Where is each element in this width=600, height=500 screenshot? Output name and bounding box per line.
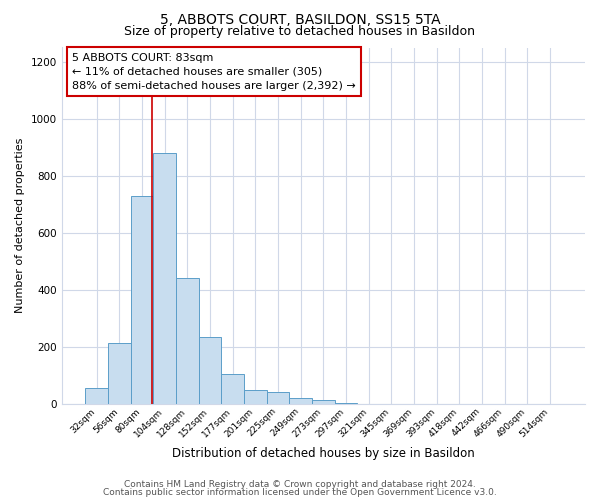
Bar xyxy=(266,392,289,404)
Bar xyxy=(85,388,108,404)
Text: Contains public sector information licensed under the Open Government Licence v3: Contains public sector information licen… xyxy=(103,488,497,497)
Text: Size of property relative to detached houses in Basildon: Size of property relative to detached ho… xyxy=(125,25,476,38)
Text: 5 ABBOTS COURT: 83sqm
← 11% of detached houses are smaller (305)
88% of semi-det: 5 ABBOTS COURT: 83sqm ← 11% of detached … xyxy=(72,53,356,91)
Bar xyxy=(335,403,358,404)
Y-axis label: Number of detached properties: Number of detached properties xyxy=(15,138,25,314)
Bar xyxy=(131,196,154,404)
Text: Contains HM Land Registry data © Crown copyright and database right 2024.: Contains HM Land Registry data © Crown c… xyxy=(124,480,476,489)
Bar xyxy=(289,398,312,404)
Bar xyxy=(154,153,176,404)
X-axis label: Distribution of detached houses by size in Basildon: Distribution of detached houses by size … xyxy=(172,447,475,460)
Bar xyxy=(199,337,221,404)
Bar xyxy=(244,390,266,404)
Bar xyxy=(221,374,244,404)
Bar xyxy=(312,400,335,404)
Bar xyxy=(176,278,199,404)
Bar xyxy=(108,342,131,404)
Text: 5, ABBOTS COURT, BASILDON, SS15 5TA: 5, ABBOTS COURT, BASILDON, SS15 5TA xyxy=(160,12,440,26)
